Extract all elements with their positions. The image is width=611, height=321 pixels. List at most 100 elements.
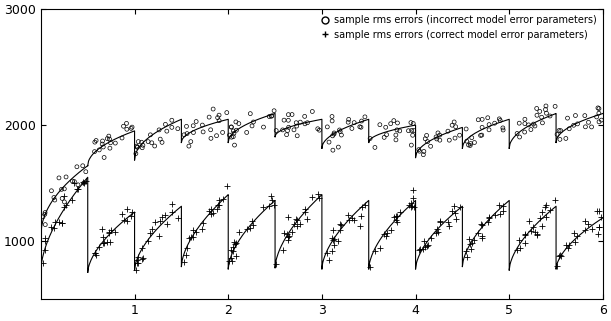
Point [484, 214, 494, 219]
Point [538, 120, 547, 126]
Point [50, 219, 60, 224]
Point [138, 143, 148, 148]
Point [476, 221, 486, 226]
Point [182, 246, 192, 251]
Point [247, 219, 257, 224]
Point [484, 216, 494, 221]
Point [211, 207, 221, 212]
Point [379, 135, 389, 140]
Point [467, 241, 477, 246]
Point [407, 128, 417, 133]
Point [38, 214, 48, 219]
Point [323, 251, 332, 256]
Point [391, 218, 401, 223]
Point [147, 226, 156, 231]
Point [404, 128, 414, 133]
Point [126, 126, 136, 131]
Point [370, 248, 380, 253]
Point [512, 131, 522, 136]
Point [307, 195, 317, 200]
Point [496, 118, 505, 123]
Point [206, 136, 216, 141]
Point [206, 212, 216, 217]
Point [282, 232, 291, 237]
Point [561, 136, 571, 141]
Point [431, 230, 441, 235]
Point [278, 127, 288, 133]
Point [145, 132, 155, 137]
Point [393, 220, 403, 225]
Point [97, 142, 107, 147]
Point [300, 206, 310, 211]
Point [419, 238, 429, 243]
Point [229, 134, 238, 139]
Point [94, 147, 104, 152]
Point [524, 219, 533, 224]
Point [279, 117, 289, 123]
Point [409, 204, 419, 209]
Point [477, 117, 487, 122]
Point [407, 204, 417, 209]
Point [150, 219, 159, 224]
Point [269, 203, 279, 208]
Point [587, 124, 596, 129]
Point [133, 139, 143, 144]
Point [408, 187, 418, 192]
Point [99, 155, 109, 160]
Point [227, 258, 236, 263]
Point [266, 114, 276, 119]
Point [150, 143, 159, 149]
Point [536, 223, 546, 228]
Point [520, 231, 530, 236]
Point [406, 120, 415, 125]
Point [451, 124, 461, 129]
Point [258, 125, 268, 130]
Point [391, 133, 401, 138]
Point [536, 115, 546, 120]
Point [483, 115, 492, 120]
Point [50, 197, 60, 203]
Point [545, 113, 555, 118]
Point [327, 114, 337, 119]
Point [530, 230, 540, 235]
Point [292, 124, 302, 129]
Point [552, 132, 562, 137]
Point [470, 238, 480, 243]
Point [117, 135, 127, 141]
Point [188, 228, 198, 233]
Point [284, 125, 293, 130]
Point [555, 253, 565, 258]
Point [91, 138, 101, 143]
Point [538, 209, 547, 214]
Point [379, 231, 389, 236]
Point [408, 121, 418, 126]
Point [391, 137, 401, 143]
Point [477, 133, 486, 138]
Point [462, 139, 472, 144]
Point [435, 133, 445, 138]
Point [556, 254, 566, 259]
Point [593, 231, 603, 237]
Point [57, 221, 67, 226]
Point [287, 112, 297, 117]
Point [541, 204, 551, 210]
Point [466, 241, 475, 246]
Point [551, 198, 560, 203]
Point [119, 124, 128, 129]
Point [580, 227, 590, 232]
Point [284, 234, 293, 239]
Point [514, 121, 524, 126]
Point [520, 121, 530, 126]
Point [571, 239, 580, 245]
Point [224, 258, 234, 264]
Point [287, 230, 297, 235]
Point [279, 230, 289, 235]
Point [117, 212, 127, 217]
Point [122, 218, 132, 223]
Point [292, 224, 302, 229]
Point [344, 117, 354, 122]
Point [90, 251, 100, 256]
Point [73, 182, 83, 187]
Point [72, 187, 82, 192]
Point [592, 208, 602, 213]
